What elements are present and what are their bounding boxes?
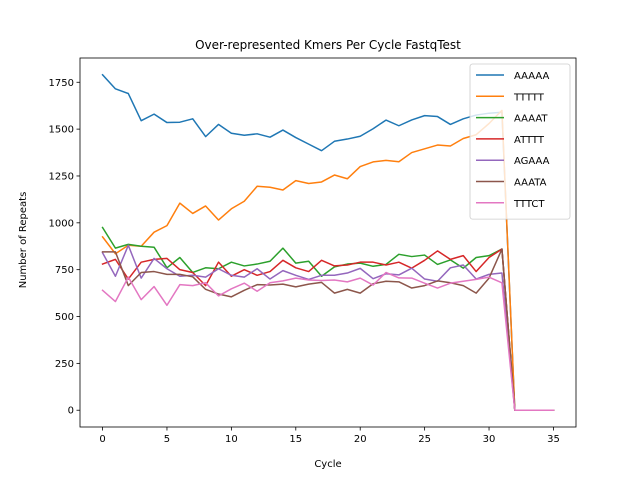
x-tick-label: 30 (483, 434, 496, 445)
series-line-tttct (101, 271, 555, 411)
x-tick-label: 15 (289, 434, 302, 445)
chart-title: Over-represented Kmers Per Cycle FastqTe… (195, 38, 461, 52)
x-tick-label: 20 (354, 434, 367, 445)
legend-label-agaaa: AGAAA (514, 156, 550, 167)
x-tick-label: 5 (164, 434, 170, 445)
legend-label-aaaaa: AAAAA (514, 71, 549, 82)
legend-box (469, 63, 571, 220)
y-tick-label: 1500 (49, 125, 74, 136)
x-tick-label: 35 (547, 434, 560, 445)
axes: 0 5 10 15 20 25 30 35 0 250 500 750 1000 1250 1500 1750 (49, 57, 577, 445)
legend-label-tttct: TTTCT (513, 199, 545, 210)
series-line-aaaat (101, 226, 555, 411)
x-axis-label: Cycle (314, 459, 341, 470)
y-tick-label: 1750 (49, 78, 74, 89)
y-tick-label: 0 (68, 406, 74, 417)
legend: AAAAA TTTTT AAAAT ATTTT AGAAA AAATA TTTCT (469, 63, 571, 220)
x-tick-label: 10 (225, 434, 238, 445)
legend-label-ttttt: TTTTT (513, 92, 545, 103)
series-line-aaata (101, 248, 555, 411)
x-tick-label: 0 (99, 434, 105, 445)
y-axis-label: Number of Repeats (18, 192, 29, 289)
y-tick-label: 250 (55, 359, 74, 370)
legend-label-atttt: ATTTT (514, 135, 545, 146)
x-tick-label: 25 (418, 434, 431, 445)
legend-label-aaaat: AAAAT (514, 114, 548, 125)
y-tick-label: 500 (55, 312, 74, 323)
y-tick-label: 1000 (49, 218, 74, 229)
series-line-atttt (101, 248, 555, 411)
y-tick-label: 750 (55, 265, 74, 276)
legend-label-aaata: AAATA (514, 178, 547, 189)
plot-frame (79, 57, 577, 428)
y-tick-label: 1250 (49, 171, 74, 182)
